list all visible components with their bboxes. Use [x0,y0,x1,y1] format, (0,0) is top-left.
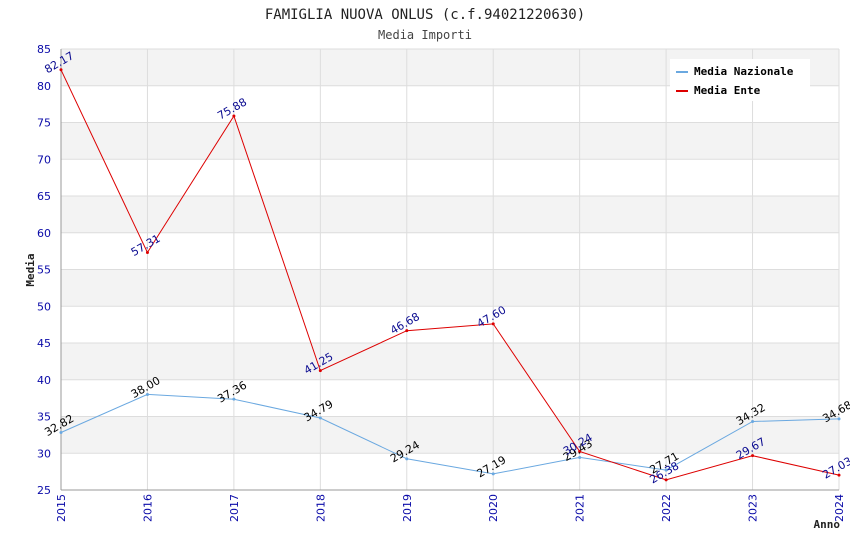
y-tick-label: 65 [37,190,51,203]
data-point-media-nazionale [491,472,495,476]
data-point-media-ente [318,369,322,373]
legend: Media Nazionale Media Ente [670,59,810,101]
x-tick-label: 2023 [747,494,760,522]
background-band [61,379,839,417]
x-axis: 2015 2016 2017 2018 2019 2020 2021 2022 2023 2024 [55,489,846,522]
series-line-media-ente [60,69,840,481]
chart-title: FAMIGLIA NUOVA ONLUS (c.f.94021220630) [265,7,585,23]
x-tick-label: 2018 [314,494,327,522]
background-band [61,232,839,270]
x-tick-label: 2016 [141,494,154,522]
background-band [61,122,839,160]
y-tick-label: 70 [37,153,51,166]
y-tick-label: 55 [37,264,51,277]
x-tick-label: 2019 [401,494,414,522]
x-tick-label: 2020 [487,494,500,522]
data-point-media-ente [145,251,149,255]
data-point-media-ente [59,68,63,72]
background-band [61,196,839,233]
y-axis: 25 30 35 40 45 50 55 60 65 70 75 80 85 [37,43,62,497]
x-tick-label: 2022 [660,494,673,522]
x-tick-label: 2017 [228,494,241,522]
x-tick-label: 2021 [574,494,587,522]
data-point-media-ente [751,454,755,458]
background-band [61,159,839,196]
data-point-media-ente [578,449,582,453]
data-point-media-nazionale [664,468,668,472]
legend-label-media-ente: Media Ente [694,84,761,97]
data-point-media-nazionale [145,392,149,396]
y-tick-label: 45 [37,337,51,350]
data-point-media-ente [664,478,668,482]
background-band [61,306,839,343]
plot-background-bands [61,49,839,490]
data-point-media-nazionale [405,457,409,461]
x-tick-label: 2024 [833,494,846,522]
data-point-media-nazionale [318,416,322,420]
series-line-media-nazionale [60,393,840,475]
data-point-media-nazionale [837,417,841,421]
chart-subtitle: Media Importi [378,28,472,42]
y-tick-label: 25 [37,484,51,497]
y-tick-label: 35 [37,411,51,424]
y-tick-label: 30 [37,447,51,460]
data-point-media-nazionale [59,431,63,435]
data-point-media-nazionale [751,419,755,423]
x-tick-label: 2015 [55,494,68,522]
data-point-media-ente [837,473,841,477]
y-tick-label: 60 [37,227,51,240]
y-axis-title: Media [24,253,37,286]
legend-box [670,59,810,101]
background-band [61,343,839,380]
data-point-media-nazionale [232,397,236,401]
x-axis-title: Anno [814,518,841,531]
legend-label-media-nazionale: Media Nazionale [694,65,794,78]
y-tick-label: 85 [37,43,51,56]
y-tick-label: 40 [37,374,51,387]
background-band [61,453,839,490]
data-point-media-ente [405,329,409,333]
background-band [61,416,839,454]
y-tick-label: 80 [37,80,51,93]
y-tick-label: 75 [37,117,51,130]
y-tick-label: 50 [37,300,51,313]
data-point-media-ente [491,322,495,326]
background-band [61,269,839,307]
series-layer [59,68,841,482]
data-point-media-nazionale [578,455,582,459]
grid-lines [60,48,840,491]
data-point-media-ente [232,114,236,118]
